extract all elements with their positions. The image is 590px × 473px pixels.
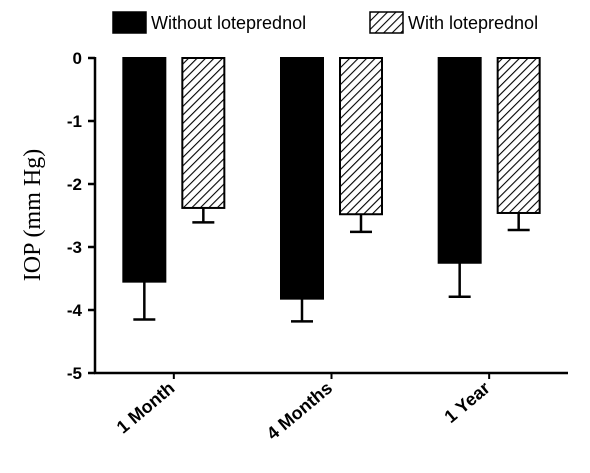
x-tick-label: 1 Month	[113, 378, 179, 438]
bar-with	[496, 57, 541, 214]
y-tick-label: -5	[67, 364, 82, 383]
legend: Without loteprednol With loteprednol	[112, 11, 538, 34]
y-tick-label: -4	[67, 301, 83, 320]
bar-without	[280, 57, 324, 300]
x-tick-labels: 1 Month 4 Months 1 Year	[113, 373, 494, 444]
y-tick-label: -2	[67, 175, 82, 194]
bar-with	[181, 57, 226, 209]
bars	[122, 57, 541, 323]
x-tick-label: 1 Year	[440, 378, 493, 427]
x-tick-label: 4 Months	[263, 378, 336, 444]
legend-label-without: Without loteprednol	[151, 13, 306, 33]
y-axis-title: IOP (mm Hg)	[20, 149, 46, 281]
bar-with	[339, 57, 383, 216]
legend-swatch-without	[112, 11, 147, 34]
y-ticks: 0 -1 -2 -3 -4 -5	[67, 49, 95, 383]
legend-label-with: With loteprednol	[408, 13, 538, 33]
y-tick-label: 0	[73, 49, 82, 68]
bar-without	[437, 57, 482, 264]
legend-swatch-with	[369, 11, 404, 34]
y-tick-label: -3	[67, 238, 82, 257]
bar-without	[122, 57, 167, 283]
y-tick-label: -1	[67, 112, 82, 131]
